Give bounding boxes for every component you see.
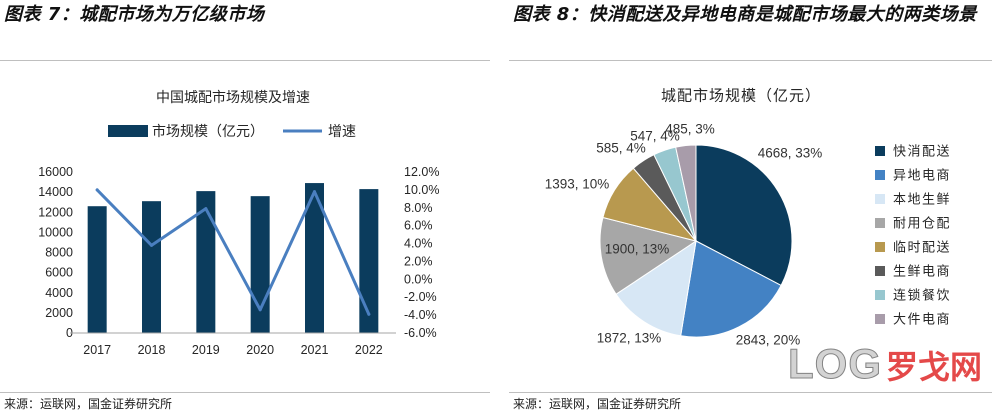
- right-axis-tick-label: -2.0%: [404, 290, 437, 304]
- left-axis-tick-label: 16000: [38, 165, 73, 179]
- logo-watermark: LOG 罗戈网: [788, 340, 983, 388]
- legend-swatch-chain-restaurant: [875, 290, 885, 300]
- legend-label-local-fresh: 本地生鲜: [893, 192, 951, 207]
- x-axis-tick-label: 2017: [83, 343, 111, 357]
- pie-label-temporary-delivery: 1393, 10%: [545, 177, 610, 192]
- legend-label-intercity-ecommerce: 异地电商: [893, 168, 951, 183]
- chart-legend: 市场规模（亿元） 增速: [108, 123, 356, 139]
- growth-rate-point-2022: [367, 312, 371, 316]
- right-axis-tick-label: 12.0%: [404, 165, 439, 179]
- pie-plot-area: 4668, 33% 2843, 20% 1872, 13% 1900, 13% 1393…: [545, 122, 823, 348]
- right-axis-tick-label: 10.0%: [404, 183, 439, 197]
- market-size-growth-chart: 中国城配市场规模及增速 市场规模（亿元） 增速 0 2000 4000 6000 800…: [38, 89, 439, 357]
- top-rule-left: [0, 60, 490, 61]
- left-axis-tick-label: 0: [66, 326, 73, 340]
- bar-2022: [359, 189, 379, 333]
- legend-swatch-fmcg-delivery: [875, 146, 885, 156]
- growth-rate-point-2017: [95, 188, 99, 192]
- right-axis-tick-label: 6.0%: [404, 219, 433, 233]
- chart-title: 中国城配市场规模及增速: [156, 89, 310, 105]
- pie-slice-fmcg-delivery: [695, 144, 793, 287]
- top-rule-right: [509, 60, 992, 61]
- left-axis-tick-label: 2000: [45, 306, 73, 320]
- right-axis-tick-label: 0.0%: [404, 272, 433, 286]
- growth-rate-line: [95, 188, 371, 316]
- figure-8-header: 图表 8：快消配送及异地电商是城配市场最大的两类场景: [513, 4, 977, 25]
- legend-swatch-bulky-ecommerce: [875, 314, 885, 324]
- figure-7-source: 来源：运联网，国金证券研究所: [4, 397, 173, 411]
- x-axis-tick-label: 2020: [246, 343, 274, 357]
- left-axis-tick-label: 4000: [45, 286, 73, 300]
- legend-label-bulky-ecommerce: 大件电商: [893, 312, 951, 327]
- pie-label-local-fresh: 1872, 13%: [597, 331, 662, 346]
- bottom-rule-right: [509, 392, 992, 393]
- figure-7-header: 图表 7：城配市场为万亿级市场: [4, 4, 265, 25]
- right-axis-tick-label: -4.0%: [404, 308, 437, 322]
- pie-label-fmcg-delivery: 4668, 33%: [758, 146, 823, 161]
- legend-swatch-fresh-ecommerce: [875, 266, 885, 276]
- legend-swatch-intercity-ecommerce: [875, 170, 885, 180]
- legend-label-chain-restaurant: 连锁餐饮: [893, 288, 951, 303]
- right-axis-tick-label: 4.0%: [404, 237, 433, 251]
- pie-label-durable-warehousing: 1900, 13%: [605, 242, 670, 257]
- logo-cn-text: 罗戈网: [886, 348, 983, 386]
- right-axis-tick-label: -6.0%: [404, 326, 437, 340]
- chart-plot-area: 0 2000 4000 6000 8000 10000 12000 14000 16000 -6.…: [38, 165, 439, 357]
- pie-slice-durable-warehousing: [599, 216, 698, 295]
- pie-slice-bulky-ecommerce: [675, 144, 697, 242]
- left-axis-tick-label: 8000: [45, 246, 73, 260]
- bar-2021: [305, 183, 324, 333]
- figure-8-source: 来源：运联网，国金证券研究所: [513, 397, 682, 411]
- pie-label-bulky-ecommerce: 485, 3%: [665, 122, 715, 137]
- bar-2017: [87, 206, 107, 333]
- legend-swatch-temporary-delivery: [875, 242, 885, 252]
- legend-label-durable-warehousing: 耐用仓配: [893, 216, 951, 231]
- bar-2020: [250, 196, 270, 333]
- bar-2019: [196, 191, 216, 333]
- legend-label-fmcg-delivery: 快消配送: [893, 144, 951, 159]
- legend-bar-label: 市场规模（亿元）: [152, 123, 264, 139]
- legend-line-label: 增速: [328, 123, 356, 139]
- left-axis-tick-label: 12000: [38, 205, 73, 219]
- x-axis-tick-label: 2021: [301, 343, 329, 357]
- legend-swatch-durable-warehousing: [875, 218, 885, 228]
- legend-label-temporary-delivery: 临时配送: [893, 240, 951, 255]
- pie-label-chain-restaurant: 547, 4%: [630, 129, 680, 144]
- pie-label-intercity-ecommerce: 2843, 20%: [736, 333, 801, 348]
- left-axis-tick-label: 10000: [38, 225, 73, 239]
- pie-chart-title: 城配市场规模（亿元）: [661, 88, 821, 105]
- growth-rate-point-2021: [313, 190, 316, 194]
- pie-slice-local-fresh: [615, 239, 697, 337]
- logo-latin-text: LOG: [788, 340, 882, 388]
- x-axis-tick-label: 2022: [355, 343, 383, 357]
- right-axis-tick-label: 2.0%: [404, 254, 433, 268]
- x-axis-tick-label: 2018: [138, 343, 166, 357]
- legend-label-fresh-ecommerce: 生鲜电商: [893, 264, 951, 279]
- growth-rate-point-2019: [204, 207, 208, 211]
- pie-label-fresh-ecommerce: 585, 4%: [596, 141, 646, 156]
- right-axis-tick-label: 8.0%: [404, 201, 433, 215]
- legend-bar-swatch: [108, 125, 148, 137]
- x-axis-tick-label: 2019: [192, 343, 220, 357]
- legend-swatch-local-fresh: [875, 194, 885, 204]
- left-axis-tick-label: 14000: [38, 185, 73, 199]
- bottom-rule-left: [0, 392, 490, 393]
- growth-rate-point-2020: [258, 308, 262, 312]
- left-axis-tick-label: 6000: [45, 266, 73, 280]
- segment-pie-chart: 城配市场规模（亿元） 4668, 33% 2843, 20% 1872, 13% 19…: [545, 88, 951, 348]
- growth-rate-point-2018: [150, 243, 153, 247]
- pie-slice-intercity-ecommerce: [680, 240, 782, 338]
- bar-2018: [142, 201, 161, 333]
